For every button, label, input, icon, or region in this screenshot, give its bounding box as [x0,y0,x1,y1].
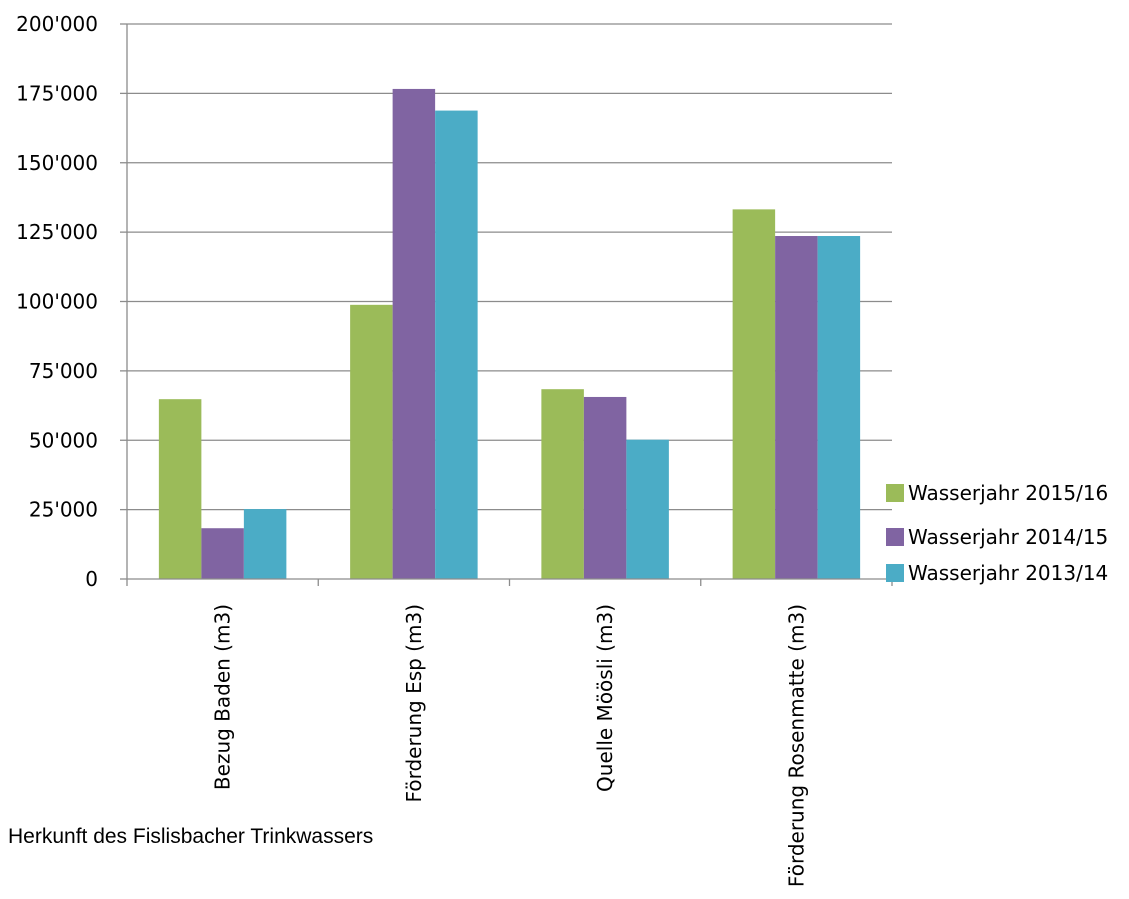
bar [541,389,584,579]
legend-swatch [886,564,904,582]
category-label: Förderung Rosenmatte (m3) [784,604,808,887]
bar [626,439,669,579]
bar [583,396,627,579]
y-tick-label: 175'000 [16,81,98,105]
category-label: Förderung Esp (m3) [402,604,426,802]
y-tick-label: 75'000 [29,359,98,383]
axes [120,23,893,586]
y-tick-label: 200'000 [16,12,98,36]
chart-caption: Herkunft des Fislisbacher Trinkwassers [8,825,374,848]
category-labels: Bezug Baden (m3) Förderung Esp (m3) Quelle… [211,604,809,887]
legend-label: Wasserjahr 2015/16 [908,481,1108,505]
legend-swatch [886,528,904,546]
category-label: Bezug Baden (m3) [211,604,235,790]
legend-label: Wasserjahr 2014/15 [908,525,1108,549]
bar [158,399,202,579]
bar [817,236,861,579]
legend-swatch [886,484,904,502]
bar [392,88,436,579]
bar [350,304,393,579]
bars [158,88,861,579]
gridlines [127,23,892,511]
bar [732,209,776,579]
bar [201,528,244,579]
y-tick-label: 100'000 [16,290,98,314]
y-tick-labels: 0 25'000 50'000 75'000 100'000 125'000 150'000… [16,12,98,591]
legend-label: Wasserjahr 2013/14 [908,561,1108,585]
bar [243,509,287,579]
y-tick-label: 25'000 [29,498,98,522]
y-tick-label: 125'000 [16,220,98,244]
legend: Wasserjahr 2015/16 Wasserjahr 2014/15 Wass… [886,481,1108,585]
bar [775,236,818,579]
y-tick-label: 150'000 [16,151,98,175]
bar [435,110,478,579]
y-tick-label: 0 [85,567,98,591]
category-label: Quelle Möösli (m3) [593,604,617,792]
y-tick-label: 50'000 [29,428,98,452]
